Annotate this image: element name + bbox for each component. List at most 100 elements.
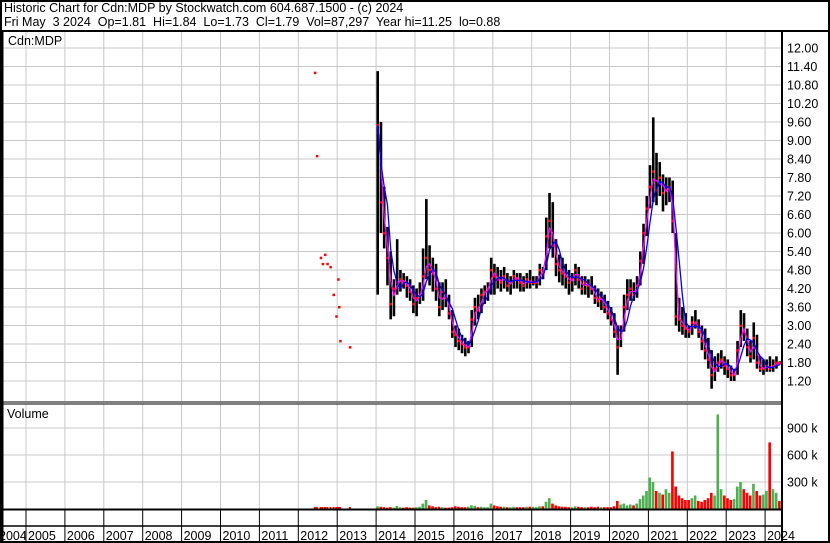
volume-bar xyxy=(431,506,434,509)
volume-bar xyxy=(709,492,713,509)
quote-summary: Fri May 3 2024 Op=1.81 Hi=1.84 Lo=1.73 C… xyxy=(4,15,501,29)
close-mark xyxy=(710,373,713,377)
price-bar xyxy=(729,365,733,381)
close-mark xyxy=(444,296,448,300)
price-bar xyxy=(431,257,435,292)
trade-point xyxy=(337,278,340,281)
close-mark xyxy=(583,281,587,284)
volume-bar xyxy=(492,505,496,509)
price-bar xyxy=(386,226,389,286)
volume-bar xyxy=(713,495,716,509)
close-mark xyxy=(720,358,723,361)
volume-bar xyxy=(742,489,746,509)
price-bar xyxy=(473,297,477,326)
close-mark xyxy=(509,281,512,284)
close-mark xyxy=(600,296,603,300)
volume-bar xyxy=(680,498,684,509)
x-tick-label: 2014 xyxy=(378,529,406,543)
price-bars xyxy=(313,71,781,389)
close-mark xyxy=(502,275,506,278)
volume-bar xyxy=(577,506,580,509)
trade-point xyxy=(348,346,352,349)
close-mark xyxy=(635,284,639,287)
price-bar xyxy=(486,282,490,301)
volume-bar xyxy=(778,500,781,509)
x-tick-label: 2020 xyxy=(612,529,640,543)
volume-bar xyxy=(774,492,778,509)
price-bar xyxy=(596,288,600,307)
price-bar xyxy=(690,316,694,335)
volume-bar xyxy=(674,486,677,509)
volume-bar xyxy=(512,506,515,509)
price-bar xyxy=(441,282,444,311)
y-tick-label: 5.40 xyxy=(787,245,811,259)
volume-bar xyxy=(567,507,570,509)
x-tick-label: 2007 xyxy=(106,529,134,543)
price-bar xyxy=(379,122,383,233)
price-bar xyxy=(593,285,597,304)
close-mark xyxy=(749,355,752,358)
close-mark xyxy=(421,275,425,278)
volume-bar xyxy=(348,507,351,509)
volume-bar xyxy=(761,494,765,509)
close-mark xyxy=(525,278,529,281)
volume-bar xyxy=(525,506,528,509)
close-mark xyxy=(512,275,516,278)
close-mark xyxy=(493,275,496,278)
x-tick-label: 2022 xyxy=(689,529,717,543)
price-bar xyxy=(739,310,743,348)
close-mark xyxy=(736,349,739,352)
close-mark xyxy=(499,281,503,284)
price-bar xyxy=(674,233,678,326)
close-mark xyxy=(564,275,568,278)
price-bar xyxy=(412,285,415,314)
close-mark xyxy=(596,299,600,303)
close-mark xyxy=(648,185,652,189)
price-bar xyxy=(622,294,626,332)
close-mark xyxy=(716,361,720,364)
volume-bar xyxy=(765,491,768,509)
price-bar xyxy=(509,276,512,295)
volume-bar xyxy=(389,507,392,509)
volume-bar xyxy=(411,507,415,509)
trade-point xyxy=(332,293,336,297)
y-tick-label: 3.60 xyxy=(787,301,811,315)
y-tick-label: 3.00 xyxy=(787,319,811,333)
volume-bar xyxy=(693,495,697,509)
volume-bar xyxy=(684,500,687,509)
close-mark xyxy=(684,327,687,331)
volume-bar xyxy=(599,507,603,509)
close-mark xyxy=(379,201,383,204)
close-mark xyxy=(651,170,655,173)
price-bar xyxy=(580,276,584,295)
volume-bar xyxy=(515,507,519,509)
volume-bar xyxy=(615,500,619,509)
volume-bar xyxy=(463,507,467,509)
volume-bar xyxy=(719,489,723,509)
volume-bar xyxy=(771,489,775,509)
volume-bar xyxy=(609,507,613,509)
volume-bar xyxy=(625,505,629,509)
x-tick-label: 2023 xyxy=(728,529,756,543)
volume-bar xyxy=(499,506,502,509)
volume-bar xyxy=(735,486,739,509)
price-bar xyxy=(489,257,493,295)
price-bar xyxy=(418,282,422,304)
y-tick-label: 9.00 xyxy=(787,134,811,148)
price-bar xyxy=(502,266,506,289)
close-mark xyxy=(707,358,710,361)
close-mark xyxy=(428,269,431,272)
volume-bar xyxy=(421,503,425,509)
close-mark xyxy=(454,333,457,337)
close-mark xyxy=(392,287,396,290)
trade-point xyxy=(335,315,338,318)
volume-bar xyxy=(460,507,464,509)
volume-bar xyxy=(580,507,583,509)
close-mark xyxy=(412,302,415,306)
x-tick-label: 2015 xyxy=(417,529,445,543)
close-mark xyxy=(496,278,499,281)
volume-bar xyxy=(486,507,489,509)
trade-point xyxy=(329,265,332,269)
volume-bar xyxy=(418,506,421,509)
